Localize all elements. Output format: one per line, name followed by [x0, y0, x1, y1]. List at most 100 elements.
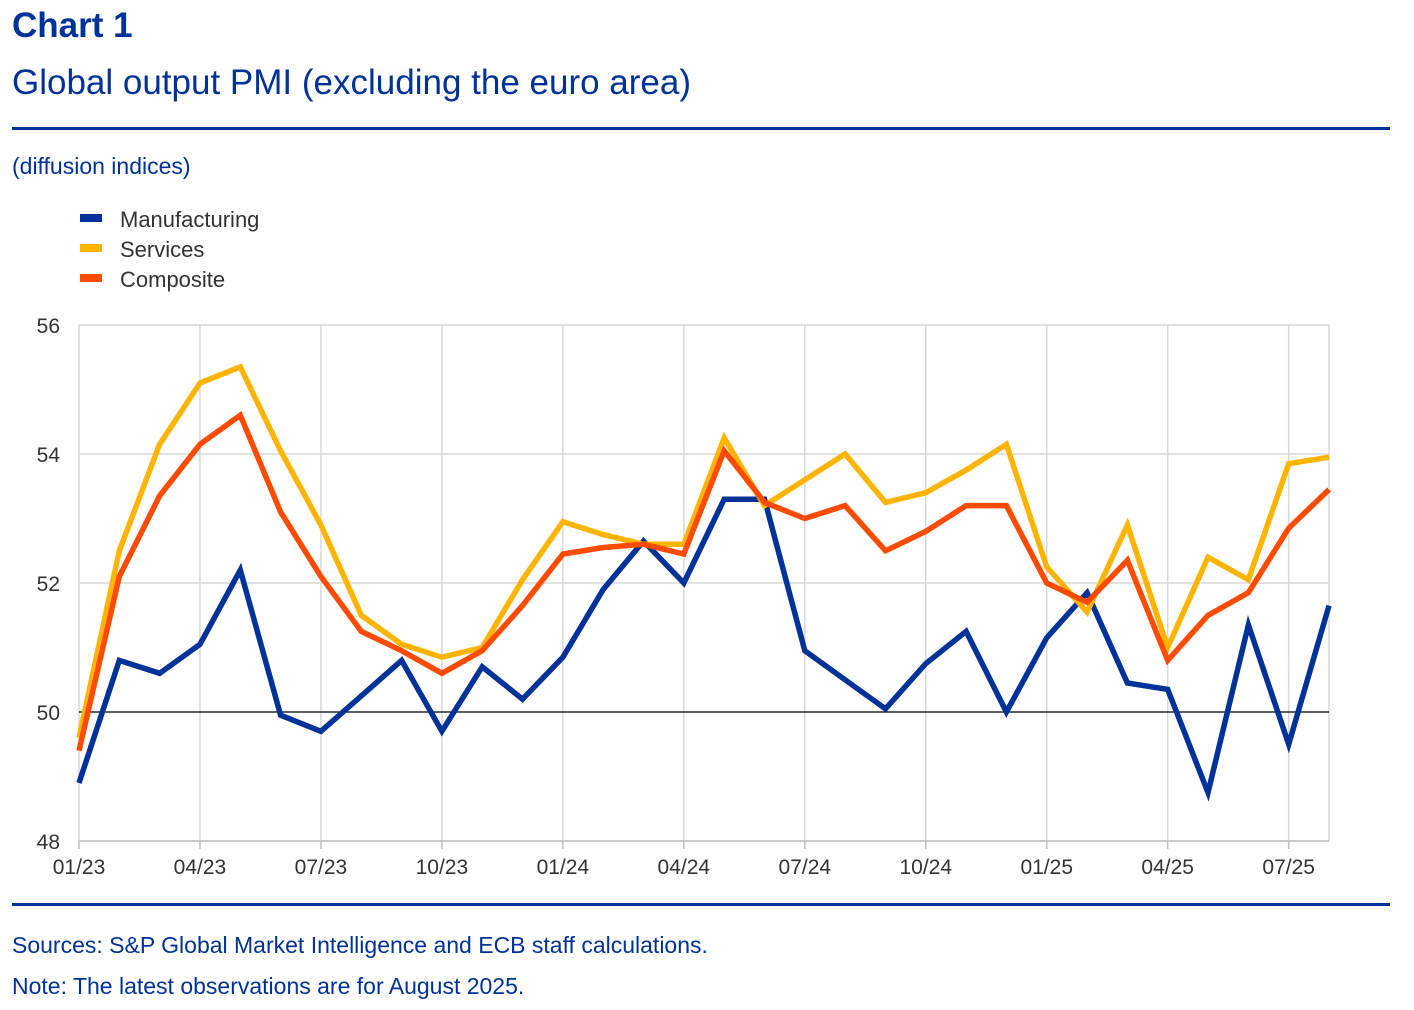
manufacturing-point-01/25 — [1044, 635, 1049, 640]
services-point-02/25 — [1085, 610, 1090, 615]
services-point-08/23 — [359, 613, 364, 618]
composite-point-12/23 — [520, 603, 525, 608]
y-tick-label-48: 48 — [37, 831, 60, 854]
x-tick-label-07/24: 07/24 — [779, 856, 832, 879]
services-point-03/23 — [157, 442, 162, 447]
composite-point-12/24 — [1004, 503, 1009, 508]
manufacturing-point-10/24 — [923, 661, 928, 666]
legend-label-services: Services — [120, 237, 204, 262]
manufacturing-point-09/23 — [399, 658, 404, 663]
services-point-12/23 — [520, 577, 525, 582]
manufacturing-point-08/25 — [1327, 603, 1332, 608]
composite-point-03/24 — [641, 542, 646, 547]
manufacturing-line — [76, 496, 1332, 802]
legend-swatch-manufacturing — [80, 214, 102, 222]
services-point-11/24 — [964, 468, 969, 473]
composite-point-07/25 — [1286, 526, 1291, 531]
services-point-06/25 — [1246, 577, 1251, 582]
y-axis: 48 50 52 54 56 — [37, 315, 61, 854]
composite-point-09/24 — [883, 548, 888, 553]
composite-point-04/24 — [681, 551, 686, 556]
units-label: (diffusion indices) — [12, 153, 191, 179]
y-tick-label-54: 54 — [37, 444, 61, 467]
services-point-07/24 — [802, 477, 807, 482]
x-tick-label-10/24: 10/24 — [899, 856, 952, 879]
composite-line — [76, 411, 1331, 752]
composite-point-02/24 — [601, 545, 606, 550]
x-tick-label-04/23: 04/23 — [174, 856, 227, 879]
manufacturing-point-12/24 — [1004, 710, 1009, 715]
services-point-09/23 — [399, 642, 404, 647]
manufacturing-point-05/23 — [238, 568, 243, 573]
composite-point-02/23 — [117, 574, 122, 579]
services-point-07/23 — [318, 522, 323, 527]
composite-point-06/24 — [762, 500, 767, 505]
composite-point-05/25 — [1206, 613, 1211, 618]
chart-title: Global output PMI (excluding the euro ar… — [12, 63, 691, 102]
legend-swatch-services — [80, 244, 102, 252]
services-point-12/24 — [1004, 442, 1009, 447]
x-tick-label-01/24: 01/24 — [537, 856, 590, 879]
x-tick-label-01/25: 01/25 — [1020, 856, 1073, 879]
services-point-02/24 — [601, 532, 606, 537]
composite-point-10/24 — [923, 529, 928, 534]
x-tick-label-04/24: 04/24 — [658, 856, 711, 879]
legend-label-manufacturing: Manufacturing — [120, 207, 259, 232]
composite-point-07/24 — [802, 516, 807, 521]
services-point-01/25 — [1044, 564, 1049, 569]
composite-point-06/25 — [1246, 590, 1251, 595]
composite-point-11/24 — [964, 503, 969, 508]
manufacturing-point-02/24 — [601, 587, 606, 592]
composite-point-11/23 — [480, 648, 485, 653]
y-tick-label-50: 50 — [37, 702, 60, 725]
manufacturing-point-11/24 — [964, 629, 969, 634]
services-point-04/23 — [197, 381, 202, 386]
manufacturing-point-12/23 — [520, 697, 525, 702]
services-point-09/24 — [883, 500, 888, 505]
x-tick-label-07/23: 07/23 — [295, 856, 348, 879]
composite-point-06/23 — [278, 510, 283, 515]
services-point-08/25 — [1327, 455, 1332, 460]
legend-swatch-composite — [80, 274, 102, 282]
sources-note: Sources: S&P Global Market Intelligence … — [12, 932, 708, 958]
services-point-05/24 — [722, 435, 727, 440]
services-point-01/24 — [560, 519, 565, 524]
services-line — [76, 363, 1330, 739]
services-point-02/23 — [117, 548, 122, 553]
manufacturing-point-01/24 — [560, 655, 565, 660]
manufacturing-point-04/23 — [197, 642, 202, 647]
x-axis: 01/23 04/23 07/23 10/23 01/24 04/24 07/24 10/24… — [53, 841, 1315, 879]
services-point-05/25 — [1206, 555, 1211, 560]
pmi-line-chart: Manufacturing Services Composite 48 50 52 54 5… — [37, 207, 1332, 879]
y-tick-label-56: 56 — [37, 315, 60, 338]
composite-point-05/24 — [722, 448, 727, 453]
manufacturing-point-08/24 — [843, 677, 848, 682]
services-point-08/24 — [843, 452, 848, 457]
composite-point-01/24 — [560, 551, 565, 556]
manufacturing-point-03/23 — [157, 671, 162, 676]
composite-point-08/23 — [359, 629, 364, 634]
composite-point-03/25 — [1125, 558, 1130, 563]
legend-label-composite: Composite — [120, 267, 225, 292]
manufacturing-point-04/24 — [681, 581, 686, 586]
bottom-divider — [12, 903, 1390, 906]
composite-point-07/23 — [318, 574, 323, 579]
composite-point-04/23 — [197, 442, 202, 447]
services-point-05/23 — [238, 364, 243, 369]
latest-observation-note: Note: The latest observations are for Au… — [12, 973, 525, 999]
manufacturing-point-02/23 — [117, 658, 122, 663]
manufacturing-point-06/25 — [1246, 622, 1251, 627]
services-point-06/23 — [278, 448, 283, 453]
manufacturing-point-01/23 — [77, 780, 82, 785]
manufacturing-point-11/23 — [480, 664, 485, 669]
composite-point-09/23 — [399, 648, 404, 653]
manufacturing-point-06/23 — [278, 713, 283, 718]
manufacturing-point-07/24 — [802, 648, 807, 653]
composite-point-03/23 — [157, 493, 162, 498]
legend: Manufacturing Services Composite — [80, 207, 259, 292]
services-point-10/24 — [923, 490, 928, 495]
grid — [78, 324, 1330, 842]
series-lines — [76, 363, 1332, 802]
chart-number: Chart 1 — [12, 6, 133, 45]
manufacturing-point-02/25 — [1085, 590, 1090, 595]
